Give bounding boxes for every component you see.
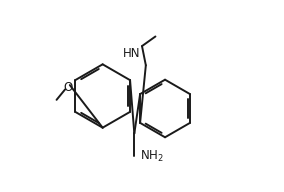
Text: O: O xyxy=(63,81,72,94)
Text: NH$_2$: NH$_2$ xyxy=(141,148,164,164)
Text: HN: HN xyxy=(123,47,141,60)
